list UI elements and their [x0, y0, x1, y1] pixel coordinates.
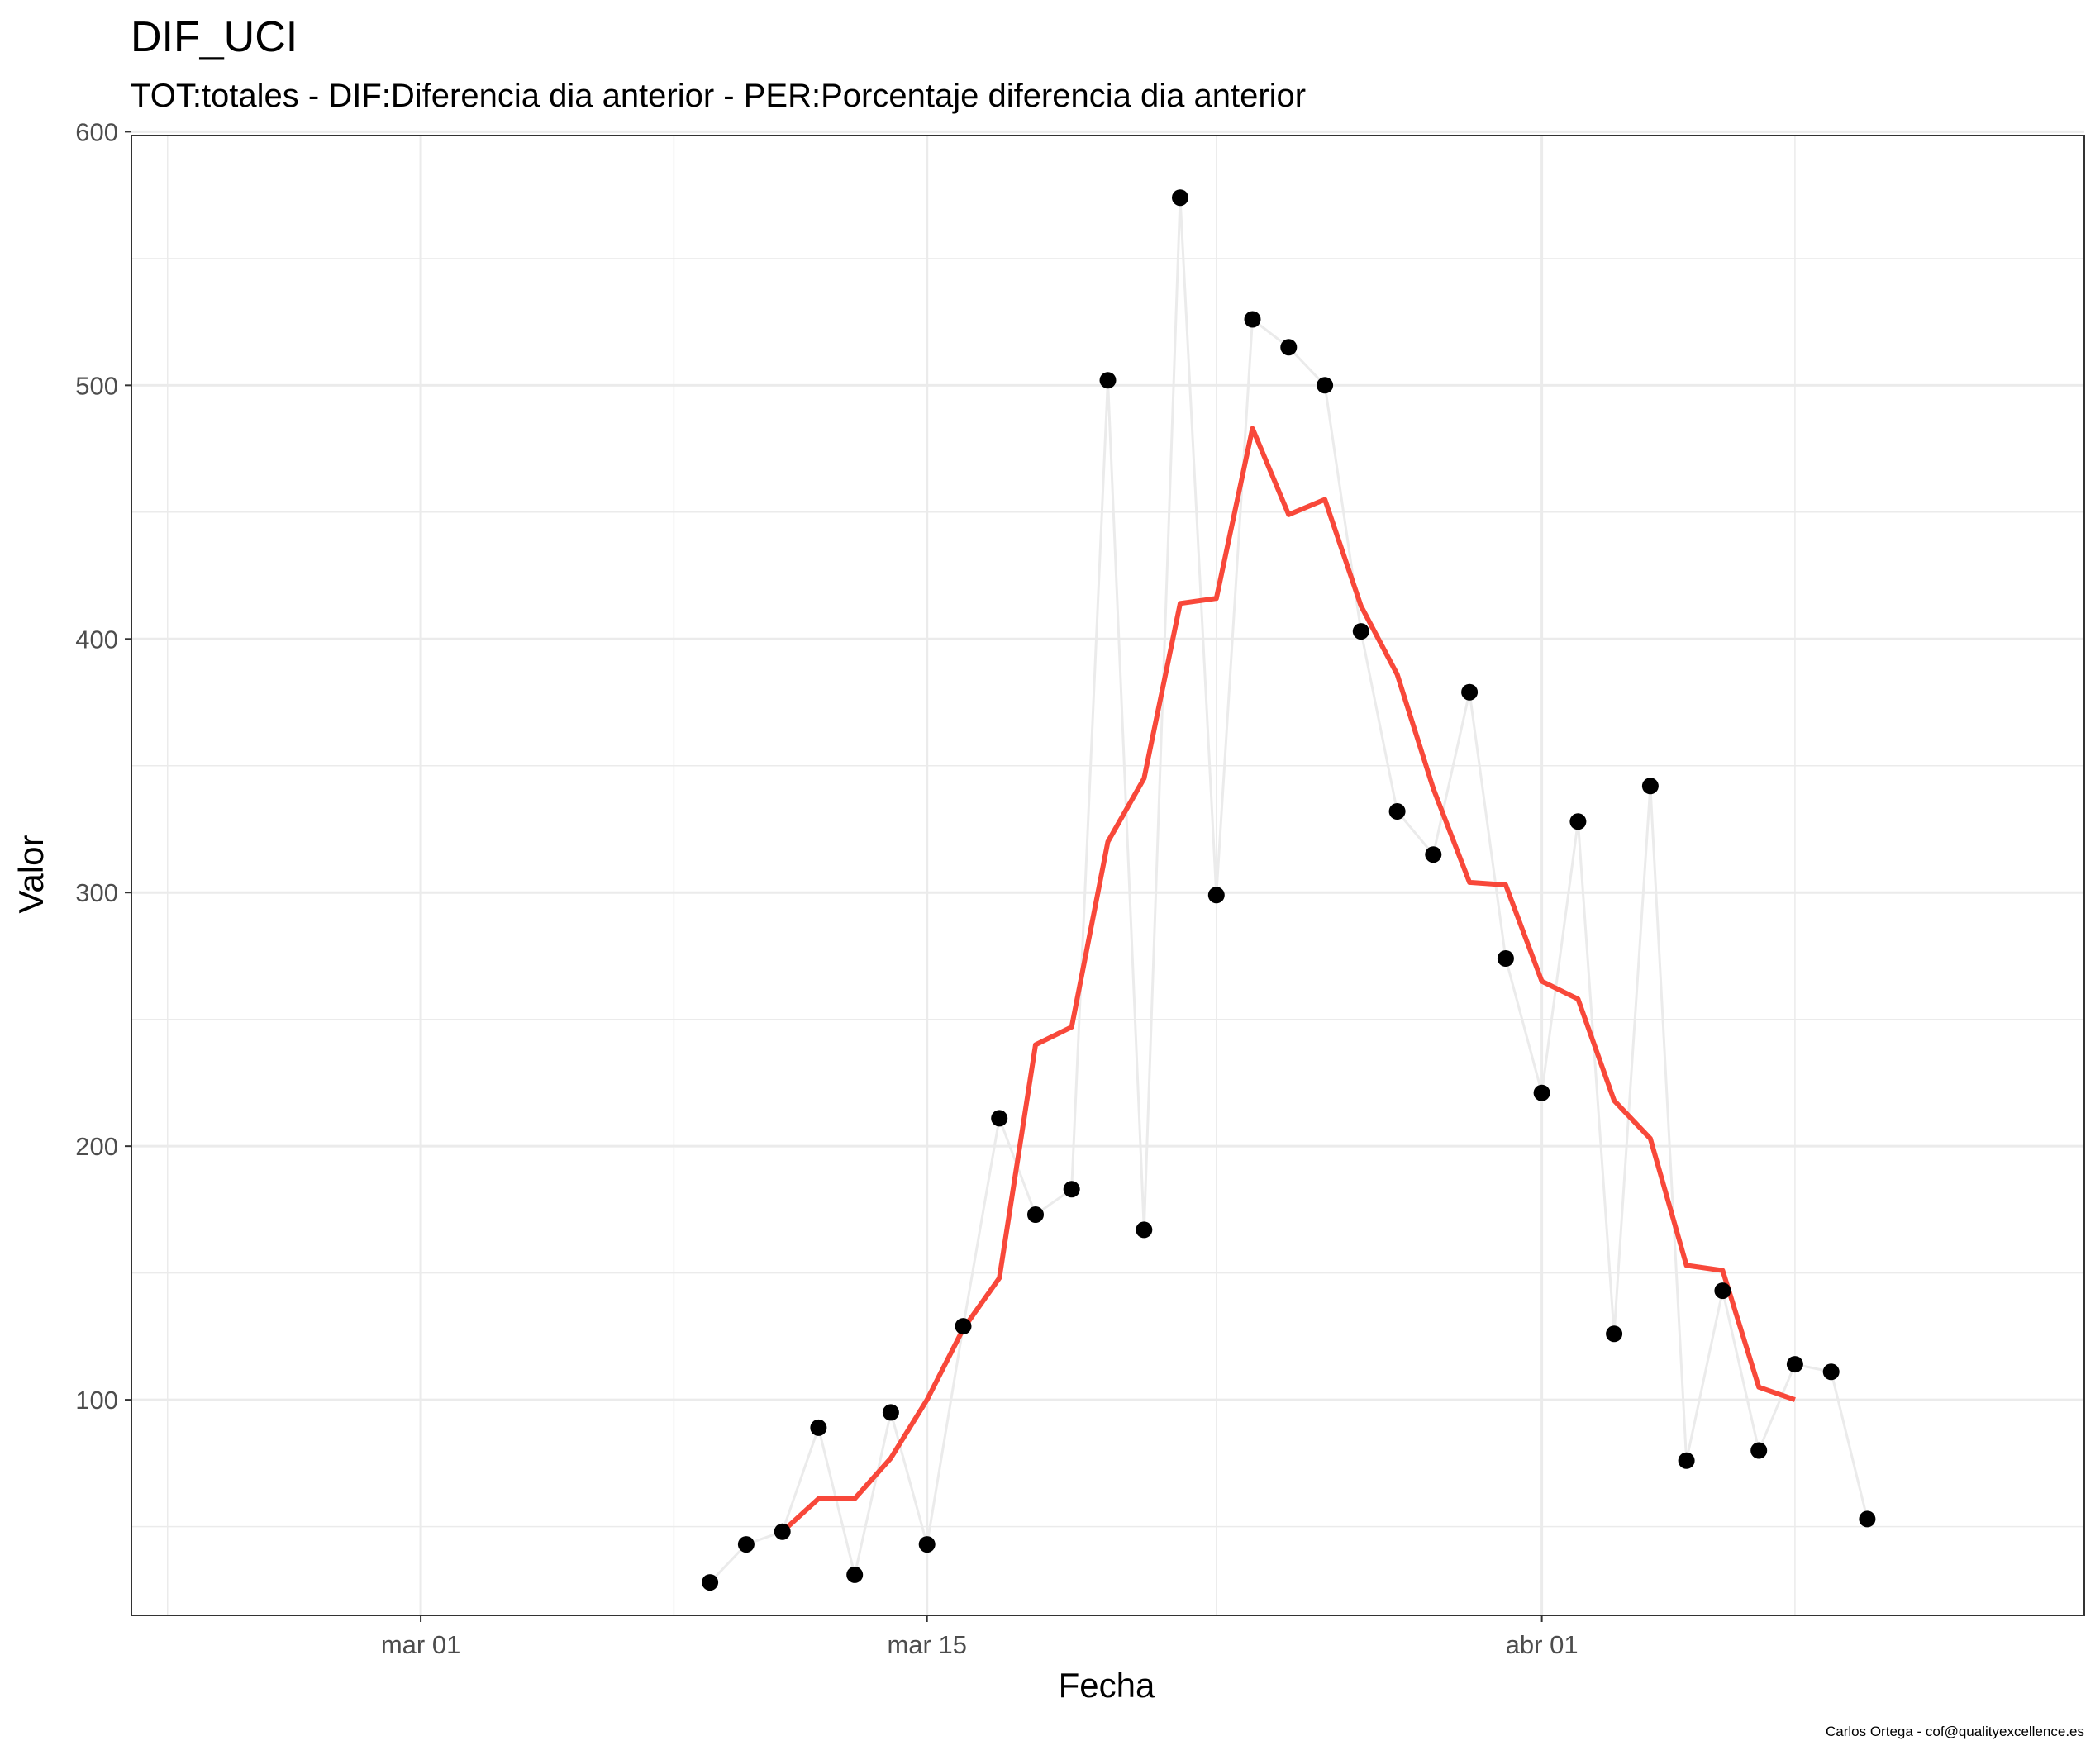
panel-border [131, 135, 2085, 1616]
data-point [1533, 1084, 1550, 1101]
data-point [1027, 1206, 1044, 1223]
y-tick-label: 600 [75, 117, 118, 146]
data-point [1641, 778, 1659, 795]
data-point [1461, 683, 1479, 701]
data-point [882, 1404, 899, 1421]
chart-subtitle: TOT:totales - DIF:Diferencia dia anterio… [131, 78, 1306, 114]
data-point [1859, 1510, 1876, 1528]
major-gridlines [131, 130, 2084, 1615]
data-point [737, 1536, 755, 1553]
caption: Carlos Ortega - cof@qualityexcellence.es [1826, 1724, 2084, 1739]
data-point [1352, 623, 1369, 640]
data-point [1750, 1442, 1768, 1459]
data-point [1099, 372, 1117, 389]
data-point [846, 1566, 864, 1583]
data-point [1317, 377, 1334, 394]
data-point [1063, 1181, 1080, 1198]
data-point [1678, 1452, 1695, 1469]
x-tick-label: abr 01 [1506, 1630, 1579, 1659]
y-axis-title: Valor [12, 835, 50, 914]
y-tick-label: 300 [75, 878, 118, 907]
y-tick-label: 500 [75, 371, 118, 400]
data-point [1388, 803, 1406, 820]
data-point [1569, 813, 1587, 830]
data-point [1497, 950, 1514, 967]
data-point [1425, 846, 1442, 863]
x-axis: mar 01 mar 15 abr 01 [381, 1615, 1579, 1659]
rolling-mean-line [780, 426, 1796, 1534]
chart-title: DIF_UCI [131, 13, 298, 61]
x-axis-title: Fecha [1059, 1666, 1155, 1705]
data-point [955, 1318, 972, 1335]
data-point [1207, 887, 1225, 904]
x-tick-label: mar 01 [381, 1630, 460, 1659]
data-point [991, 1110, 1008, 1127]
y-axis: 100 200 300 400 500 600 [75, 117, 131, 1415]
data-point [918, 1536, 936, 1553]
data-point [1606, 1325, 1623, 1343]
y-tick-label: 400 [75, 625, 118, 654]
plot-panel [131, 136, 2084, 1615]
data-point [1172, 189, 1188, 207]
data-point [1714, 1282, 1731, 1300]
data-points [702, 189, 1876, 1591]
data-point [1822, 1363, 1840, 1381]
data-point [1136, 1221, 1153, 1239]
data-point [702, 1574, 719, 1591]
data-point [1244, 311, 1261, 328]
y-tick-label: 100 [75, 1386, 118, 1415]
x-tick-label: mar 15 [887, 1630, 966, 1659]
data-point [774, 1523, 791, 1540]
y-tick-label: 200 [75, 1132, 118, 1161]
data-point [1786, 1356, 1803, 1373]
data-point [1280, 339, 1298, 356]
data-point [810, 1419, 827, 1436]
